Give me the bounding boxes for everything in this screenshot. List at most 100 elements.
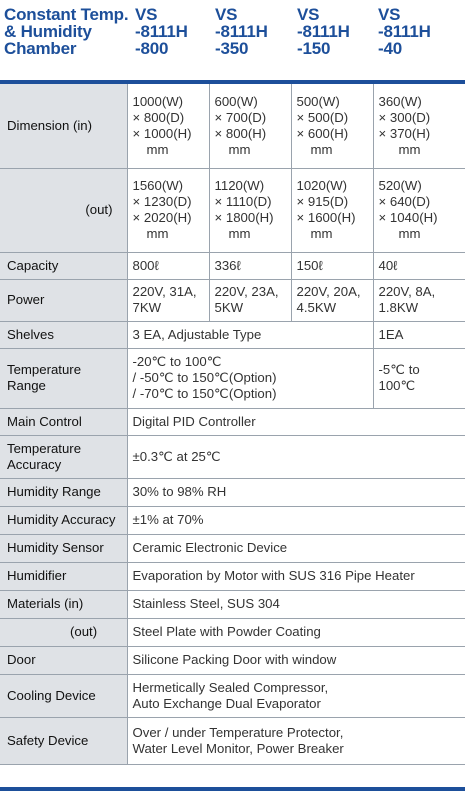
model-line: -8111H bbox=[297, 22, 350, 41]
row-label: Humidity Accuracy bbox=[0, 506, 127, 535]
cell-power-350: 220V, 23A, 5KW bbox=[208, 279, 291, 322]
row-label: Dimension (in) bbox=[0, 84, 127, 169]
cell-line: Over / under Temperature Protector, bbox=[132, 724, 344, 740]
cell-line: 4.5KW bbox=[296, 300, 337, 315]
row-label: Temperature Accuracy bbox=[0, 435, 127, 479]
cell-line: × 700(D) bbox=[214, 109, 267, 125]
table-row: Temperature Range -20℃ to 100℃ / -50℃ to… bbox=[0, 348, 465, 409]
cell-line: × 1110(D) bbox=[214, 194, 272, 209]
table-row: Materials (in) Stainless Steel, SUS 304 bbox=[0, 590, 465, 619]
cell-line: 5KW bbox=[214, 300, 244, 315]
model-line: -800 bbox=[135, 39, 169, 58]
row-label: Humidity Range bbox=[0, 478, 127, 507]
header-divider bbox=[0, 80, 465, 84]
cell-line: × 2020(H) bbox=[132, 210, 192, 225]
row-label: Temperature Range bbox=[0, 348, 127, 409]
model-line: -8111H bbox=[215, 22, 268, 41]
footer-divider bbox=[0, 787, 465, 791]
cell-capacity-150: 150ℓ bbox=[290, 252, 373, 280]
row-label-line: Temperature bbox=[7, 440, 82, 456]
cell-humidity-sensor: Ceramic Electronic Device bbox=[126, 534, 465, 563]
table-row: Shelves 3 EA, Adjustable Type 1EA bbox=[0, 321, 465, 349]
cell-line: × 1040(H) bbox=[378, 210, 438, 225]
model-line: -150 bbox=[297, 39, 331, 58]
cell-line: 520(W) bbox=[378, 178, 422, 193]
cell-line: × 1800(H) bbox=[214, 210, 274, 225]
row-label: Safety Device bbox=[0, 717, 127, 765]
table-row: Temperature Accuracy ±0.3℃ at 25℃ bbox=[0, 435, 465, 479]
table-row: (out) Steel Plate with Powder Coating bbox=[0, 618, 465, 647]
cell-line: 360(W) bbox=[378, 93, 422, 109]
cell-line: × 800(D) bbox=[132, 109, 185, 125]
table-row: Main Control Digital PID Controller bbox=[0, 408, 465, 436]
cell-line: × 300(D) bbox=[378, 109, 431, 125]
cell-line: mm bbox=[398, 141, 421, 157]
cell-line: × 370(H) bbox=[378, 125, 431, 141]
cell-humidifier: Evaporation by Motor with SUS 316 Pipe H… bbox=[126, 562, 465, 591]
cell-materials-in: Stainless Steel, SUS 304 bbox=[126, 590, 465, 619]
cell-line: 220V, 23A, bbox=[214, 284, 279, 299]
cell-line: Auto Exchange Dual Evaporator bbox=[132, 695, 321, 711]
cell-main-control: Digital PID Controller bbox=[126, 408, 465, 436]
table-row: Dimension (in) 1000(W) × 800(D) × 1000(H… bbox=[0, 84, 465, 169]
cell-power-800: 220V, 31A, 7KW bbox=[126, 279, 209, 322]
cell-temperature-range-40: -5℃ to 100℃ bbox=[372, 348, 465, 409]
cell-shelves-40: 1EA bbox=[372, 321, 465, 349]
cell-capacity-350: 336ℓ bbox=[208, 252, 291, 280]
row-label: Main Control bbox=[0, 408, 127, 436]
table-row: Humidity Accuracy ±1% at 70% bbox=[0, 506, 465, 535]
row-label: (out) bbox=[0, 618, 127, 647]
model-header-40: VS -8111H -40 bbox=[378, 6, 431, 57]
table-row: Safety Device Over / under Temperature P… bbox=[0, 717, 465, 765]
table-row: Power 220V, 31A, 7KW 220V, 23A, 5KW 220V… bbox=[0, 279, 465, 322]
cell-line: 1000(W) bbox=[132, 93, 184, 109]
row-label-line: Accuracy bbox=[7, 456, 62, 472]
cell-power-40: 220V, 8A, 1.8KW bbox=[372, 279, 465, 322]
cell-cooling-device: Hermetically Sealed Compressor, Auto Exc… bbox=[126, 674, 465, 718]
model-header-800: VS -8111H -800 bbox=[135, 6, 188, 57]
cell-line: Water Level Monitor, Power Breaker bbox=[132, 740, 344, 756]
cell-line: mm bbox=[228, 141, 251, 157]
cell-dimension-out-800: 1560(W) × 1230(D) × 2020(H) mm bbox=[126, 168, 209, 253]
table-row: Capacity 800ℓ 336ℓ 150ℓ 40ℓ bbox=[0, 252, 465, 280]
cell-dimension-out-150: 1020(W) × 915(D) × 1600(H) mm bbox=[290, 168, 373, 253]
row-label: Door bbox=[0, 646, 127, 675]
cell-line: × 800(H) bbox=[214, 125, 267, 141]
model-line: -40 bbox=[378, 39, 402, 58]
row-label: Humidity Sensor bbox=[0, 534, 127, 563]
cell-line: mm bbox=[228, 226, 251, 241]
cell-line: 220V, 8A, bbox=[378, 284, 436, 299]
model-header-150: VS -8111H -150 bbox=[297, 6, 350, 57]
cell-line: mm bbox=[398, 226, 421, 241]
cell-capacity-40: 40ℓ bbox=[372, 252, 465, 280]
table-row: Door Silicone Packing Door with window bbox=[0, 646, 465, 675]
cell-line: × 1230(D) bbox=[132, 194, 192, 209]
cell-capacity-800: 800ℓ bbox=[126, 252, 209, 280]
model-line: VS bbox=[215, 5, 238, 24]
cell-line: × 1000(H) bbox=[132, 125, 192, 141]
cell-materials-out: Steel Plate with Powder Coating bbox=[126, 618, 465, 647]
cell-line: 100℃ bbox=[378, 378, 416, 393]
row-label-line: Temperature bbox=[7, 362, 82, 377]
row-label: (out) bbox=[0, 168, 127, 253]
cell-line: 600(W) bbox=[214, 93, 258, 109]
cell-power-150: 220V, 20A, 4.5KW bbox=[290, 279, 373, 322]
cell-humidity-accuracy: ±1% at 70% bbox=[126, 506, 465, 535]
table-row: Humidifier Evaporation by Motor with SUS… bbox=[0, 562, 465, 591]
cell-line: × 915(D) bbox=[296, 194, 349, 209]
header-label-line: Chamber bbox=[4, 39, 77, 58]
row-label: Humidifier bbox=[0, 562, 127, 591]
cell-shelves-main: 3 EA, Adjustable Type bbox=[126, 321, 373, 349]
row-label-line: Range bbox=[7, 378, 46, 393]
row-label: Power bbox=[0, 279, 127, 322]
cell-line: / -50℃ to 150℃(Option) bbox=[132, 370, 277, 385]
table-row: Humidity Sensor Ceramic Electronic Devic… bbox=[0, 534, 465, 563]
row-label: Capacity bbox=[0, 252, 127, 280]
table-header: Constant Temp. & Humidity Chamber VS -81… bbox=[0, 0, 465, 80]
cell-line: 500(W) bbox=[296, 93, 340, 109]
row-label: Cooling Device bbox=[0, 674, 127, 718]
cell-line: × 1600(H) bbox=[296, 210, 356, 225]
cell-door: Silicone Packing Door with window bbox=[126, 646, 465, 675]
table-row: Humidity Range 30% to 98% RH bbox=[0, 478, 465, 507]
cell-line: -5℃ to bbox=[378, 362, 420, 377]
